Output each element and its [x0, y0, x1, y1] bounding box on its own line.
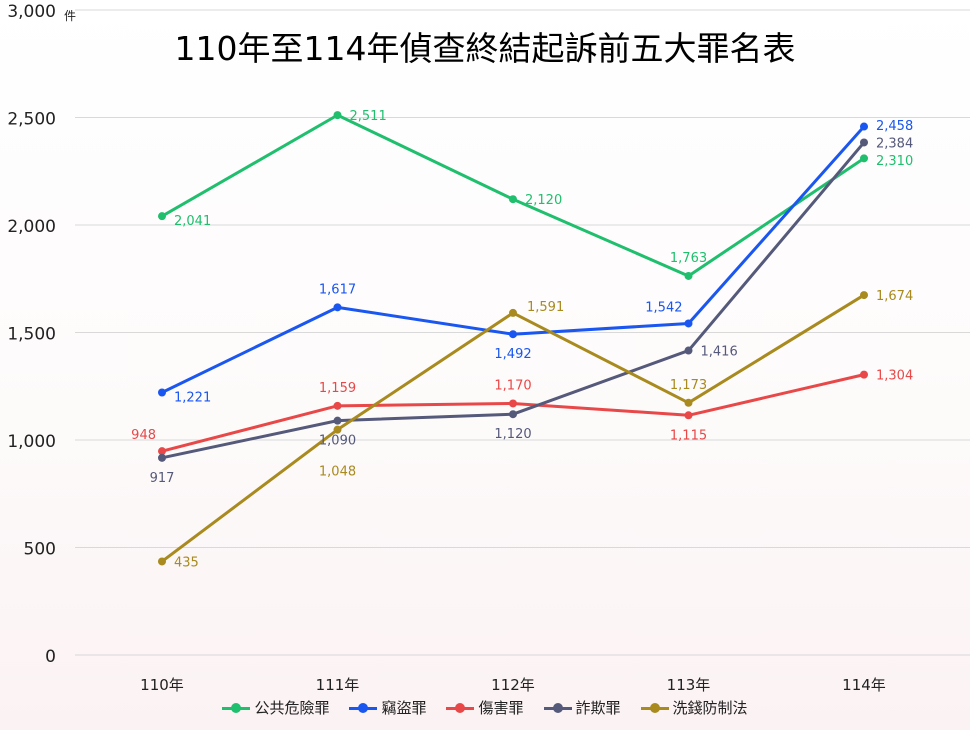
data-label: 2,120: [525, 193, 562, 208]
data-label: 1,048: [319, 465, 356, 480]
data-point: [509, 410, 517, 419]
data-label: 2,511: [350, 109, 387, 124]
x-tick-label: 110年: [140, 676, 184, 694]
data-point: [684, 411, 693, 420]
data-point: [333, 425, 342, 434]
data-label: 1,159: [319, 381, 356, 396]
data-point: [333, 416, 342, 425]
y-tick-label: 0: [45, 647, 56, 667]
y-tick-label: 1,500: [7, 325, 56, 345]
data-label: 1,763: [670, 251, 707, 266]
data-label: 1,416: [701, 345, 738, 360]
data-point: [684, 398, 693, 407]
data-label: 948: [131, 428, 156, 443]
data-label: 1,542: [645, 300, 682, 315]
data-label: 1,090: [319, 434, 356, 449]
data-label: 2,384: [876, 137, 913, 152]
legend-marker-icon: [446, 702, 475, 714]
data-point: [509, 195, 517, 204]
data-label: 1,492: [494, 347, 531, 362]
data-label: 1,304: [876, 369, 913, 384]
data-label: 2,310: [876, 154, 913, 169]
data-label: 2,458: [876, 119, 913, 134]
y-tick-label: 500: [24, 540, 56, 560]
chart-title: 110年至114年偵查終結起訴前五大罪名表: [174, 29, 796, 68]
x-tick-label: 111年: [316, 676, 360, 694]
legend-marker-icon: [543, 702, 572, 714]
legend-label: 詐欺罪: [575, 699, 621, 717]
data-point: [684, 271, 693, 280]
data-point: [860, 154, 868, 163]
legend-label: 傷害罪: [478, 699, 524, 717]
data-point: [333, 111, 342, 120]
data-point: [684, 346, 693, 355]
data-label: 1,173: [670, 378, 707, 393]
data-point: [333, 401, 342, 410]
legend-marker-icon: [349, 702, 378, 714]
y-tick-label: 1,000: [7, 432, 56, 452]
data-point: [860, 370, 868, 379]
legend-item[interactable]: 詐欺罪: [543, 697, 621, 718]
legend-item[interactable]: 傷害罪: [446, 697, 524, 718]
x-tick-label: 113年: [667, 676, 711, 694]
data-point: [158, 557, 166, 566]
data-point: [158, 388, 166, 397]
data-label: 1,591: [527, 300, 564, 315]
x-tick-label: 114年: [842, 676, 886, 694]
data-label: 1,221: [174, 390, 211, 405]
x-tick-label: 112年: [491, 676, 535, 694]
data-point: [158, 212, 166, 221]
legend-label: 竊盜罪: [381, 699, 427, 717]
legend: 公共危險罪 竊盜罪 傷害罪 詐欺罪 洗錢防制法: [0, 697, 970, 718]
data-point: [509, 330, 517, 339]
data-label: 1,115: [670, 428, 707, 443]
y-tick-label: 2,000: [7, 217, 56, 237]
data-point: [684, 319, 693, 328]
data-label: 1,170: [494, 378, 531, 393]
data-point: [860, 138, 868, 147]
data-point: [860, 122, 868, 131]
data-label: 1,674: [876, 289, 913, 304]
data-point: [860, 291, 868, 300]
legend-marker-icon: [222, 702, 251, 714]
legend-item[interactable]: 公共危險罪: [222, 697, 329, 718]
legend-item[interactable]: 洗錢防制法: [640, 697, 748, 718]
data-label: 1,120: [494, 427, 531, 442]
data-point: [158, 447, 166, 456]
y-axis-unit: 件: [64, 9, 76, 23]
legend-marker-icon: [640, 702, 669, 714]
legend-label: 公共危險罪: [254, 699, 330, 717]
y-tick-label: 3,000: [7, 2, 56, 22]
data-label: 1,617: [319, 282, 356, 297]
legend-label: 洗錢防制法: [672, 699, 748, 717]
data-point: [333, 303, 342, 312]
data-point: [158, 453, 166, 462]
y-tick-label: 2,500: [7, 110, 56, 130]
data-label: 435: [174, 555, 199, 570]
data-label: 917: [150, 471, 175, 486]
data-point: [509, 399, 517, 408]
data-label: 2,041: [174, 214, 211, 229]
legend-item[interactable]: 竊盜罪: [349, 697, 426, 718]
data-point: [509, 308, 517, 317]
